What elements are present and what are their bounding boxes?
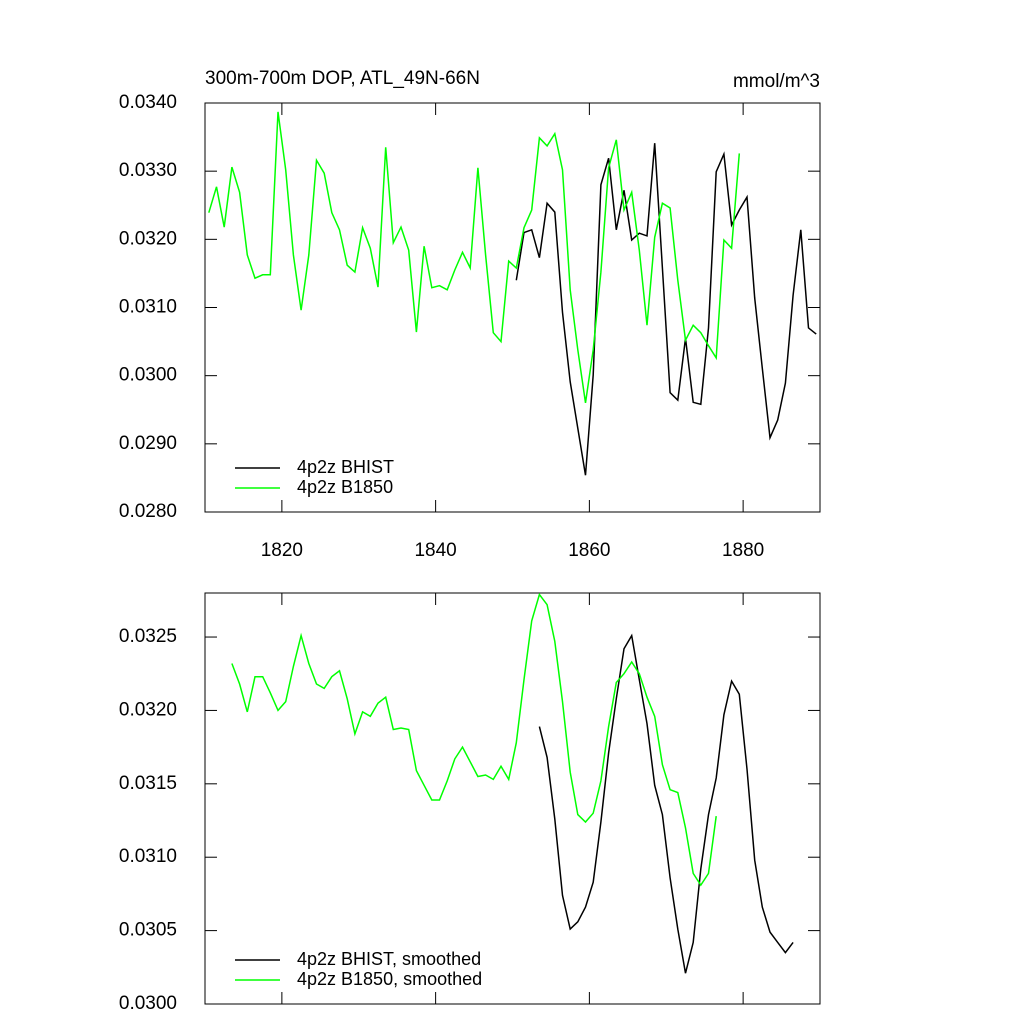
chart-title: 300m-700m DOP, ATL_49N-66N: [205, 68, 480, 89]
y-tick-label: 0.0310: [119, 846, 177, 867]
y-tick-label: 0.0325: [119, 626, 177, 647]
y-tick-label: 0.0300: [119, 993, 177, 1014]
y-tick-label: 0.0305: [119, 920, 177, 941]
y-tick-label: 0.0290: [119, 433, 177, 454]
y-tick-label: 0.0320: [119, 228, 177, 249]
y-tick-label: 0.0315: [119, 773, 177, 794]
x-tick-label: 1820: [261, 540, 303, 561]
y-tick-label: 0.0320: [119, 699, 177, 720]
x-tick-label: 1860: [568, 540, 610, 561]
y-tick-label: 0.0280: [119, 501, 177, 522]
plot-frame: [204, 102, 821, 513]
x-tick-label: 1880: [722, 540, 764, 561]
legend-label: 4p2z BHIST: [297, 457, 394, 477]
series-line: [515, 143, 817, 476]
series-line: [538, 633, 794, 974]
legend-label: 4p2z BHIST, smoothed: [297, 949, 481, 969]
x-tick-label: 1840: [414, 540, 456, 561]
units-label: mmol/m^3: [733, 71, 820, 92]
y-tick-label: 0.0310: [119, 297, 177, 318]
y-tick-label: 0.0330: [119, 160, 177, 181]
y-tick-label: 0.0340: [119, 92, 177, 113]
legend-label: 4p2z B1850: [297, 477, 393, 497]
legend-label: 4p2z B1850, smoothed: [297, 969, 482, 989]
series-line: [231, 592, 717, 887]
y-tick-label: 0.0300: [119, 365, 177, 386]
series-line: [208, 111, 741, 404]
plot-frame: [204, 592, 821, 1005]
